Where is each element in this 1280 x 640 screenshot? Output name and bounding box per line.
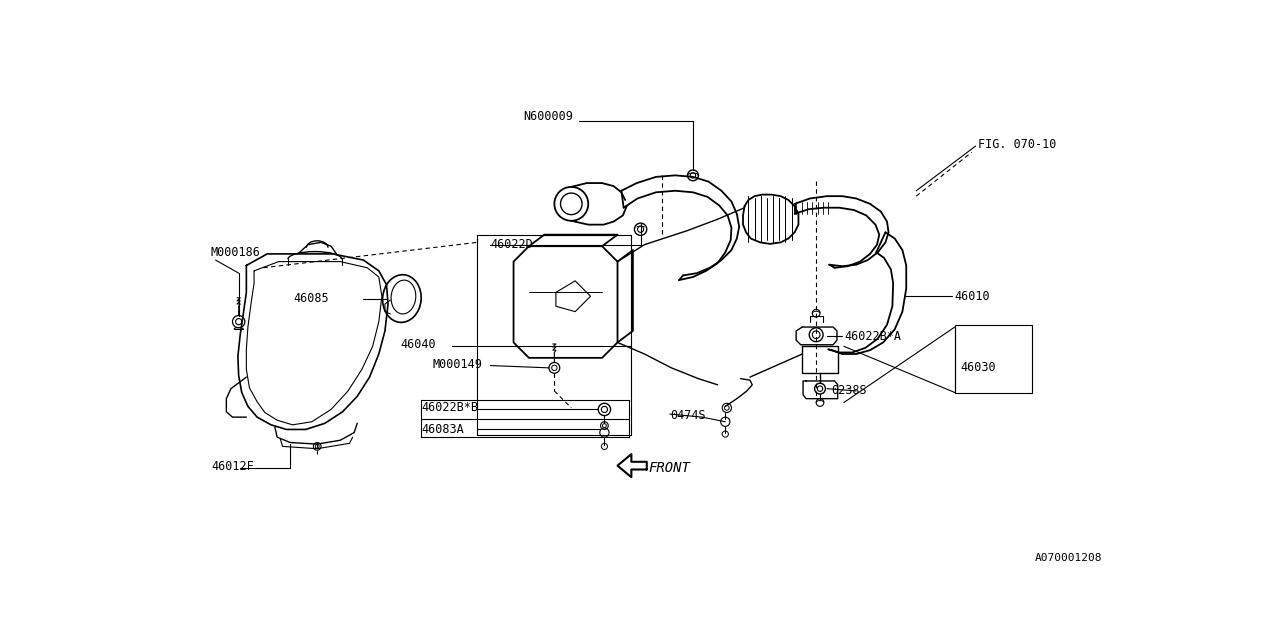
- Text: FRONT: FRONT: [648, 461, 690, 475]
- Text: N600009: N600009: [524, 110, 573, 124]
- Text: M000186: M000186: [211, 246, 261, 259]
- Text: 0474S: 0474S: [669, 409, 705, 422]
- Text: M000149: M000149: [433, 358, 483, 371]
- Text: 46022B*B: 46022B*B: [421, 401, 479, 415]
- Text: 0238S: 0238S: [832, 385, 867, 397]
- Text: 46040: 46040: [401, 339, 436, 351]
- Text: 46085: 46085: [293, 292, 329, 305]
- Text: 46030: 46030: [960, 362, 996, 374]
- Text: 46083A: 46083A: [421, 423, 463, 436]
- Text: A070001208: A070001208: [1036, 553, 1102, 563]
- Text: 46012F: 46012F: [211, 460, 253, 473]
- Text: 46022B*A: 46022B*A: [844, 330, 901, 343]
- Text: 46022D: 46022D: [490, 238, 534, 251]
- Text: 46010: 46010: [955, 290, 991, 303]
- Text: FIG. 070-10: FIG. 070-10: [978, 138, 1056, 151]
